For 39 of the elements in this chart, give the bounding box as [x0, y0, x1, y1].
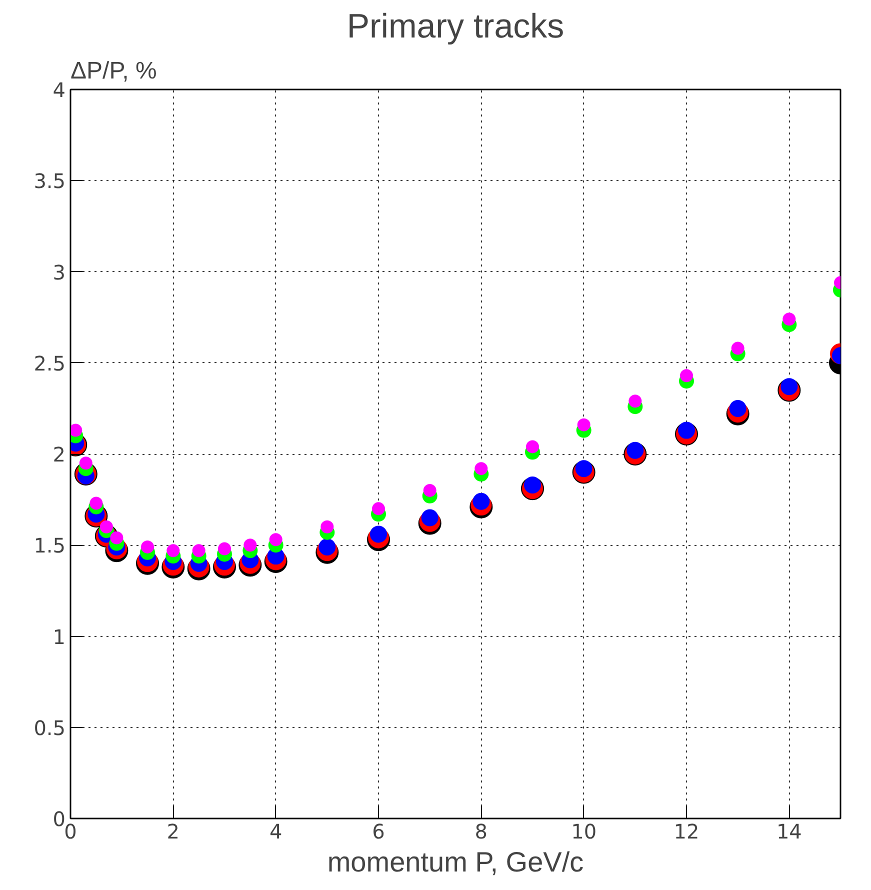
point [166, 544, 180, 558]
point [577, 418, 590, 432]
point [731, 342, 744, 355]
point [628, 394, 642, 408]
x-tick-label: 2 [166, 820, 180, 844]
x-tick-label: 6 [372, 820, 385, 844]
y-tick-label: 2 [52, 442, 66, 466]
x-axis-title: momentum P, GeV/c [327, 846, 584, 878]
point [110, 531, 124, 544]
point [218, 542, 231, 556]
y-tick-label: 1 [52, 624, 66, 649]
chart-title: Primary tracks [346, 8, 564, 46]
point [474, 462, 488, 476]
point [782, 312, 796, 326]
point [70, 424, 82, 437]
point [79, 456, 92, 470]
point [90, 496, 103, 510]
point [526, 440, 539, 454]
x-tick-label: 10 [571, 820, 597, 844]
point [192, 544, 206, 558]
point [423, 484, 436, 497]
x-tick-label: 14 [776, 820, 802, 844]
x-tick-label: 4 [269, 820, 282, 844]
y-axis-title: ΔP/P, % [70, 58, 157, 84]
point [680, 369, 693, 382]
point [269, 533, 282, 546]
point [100, 520, 113, 534]
y-tick-label: 3 [52, 260, 66, 284]
point [372, 502, 385, 516]
y-tick-label: 1.5 [34, 534, 66, 558]
x-tick-label: 12 [674, 820, 700, 844]
x-tick-label: 8 [474, 820, 488, 844]
point [141, 540, 154, 554]
y-tick-label: 4 [52, 78, 66, 102]
y-tick-label: 0.5 [34, 716, 66, 740]
point [320, 520, 334, 534]
y-tick-label: 3.5 [34, 169, 66, 194]
point [244, 538, 257, 552]
y-tick-label: 2.5 [34, 351, 66, 376]
